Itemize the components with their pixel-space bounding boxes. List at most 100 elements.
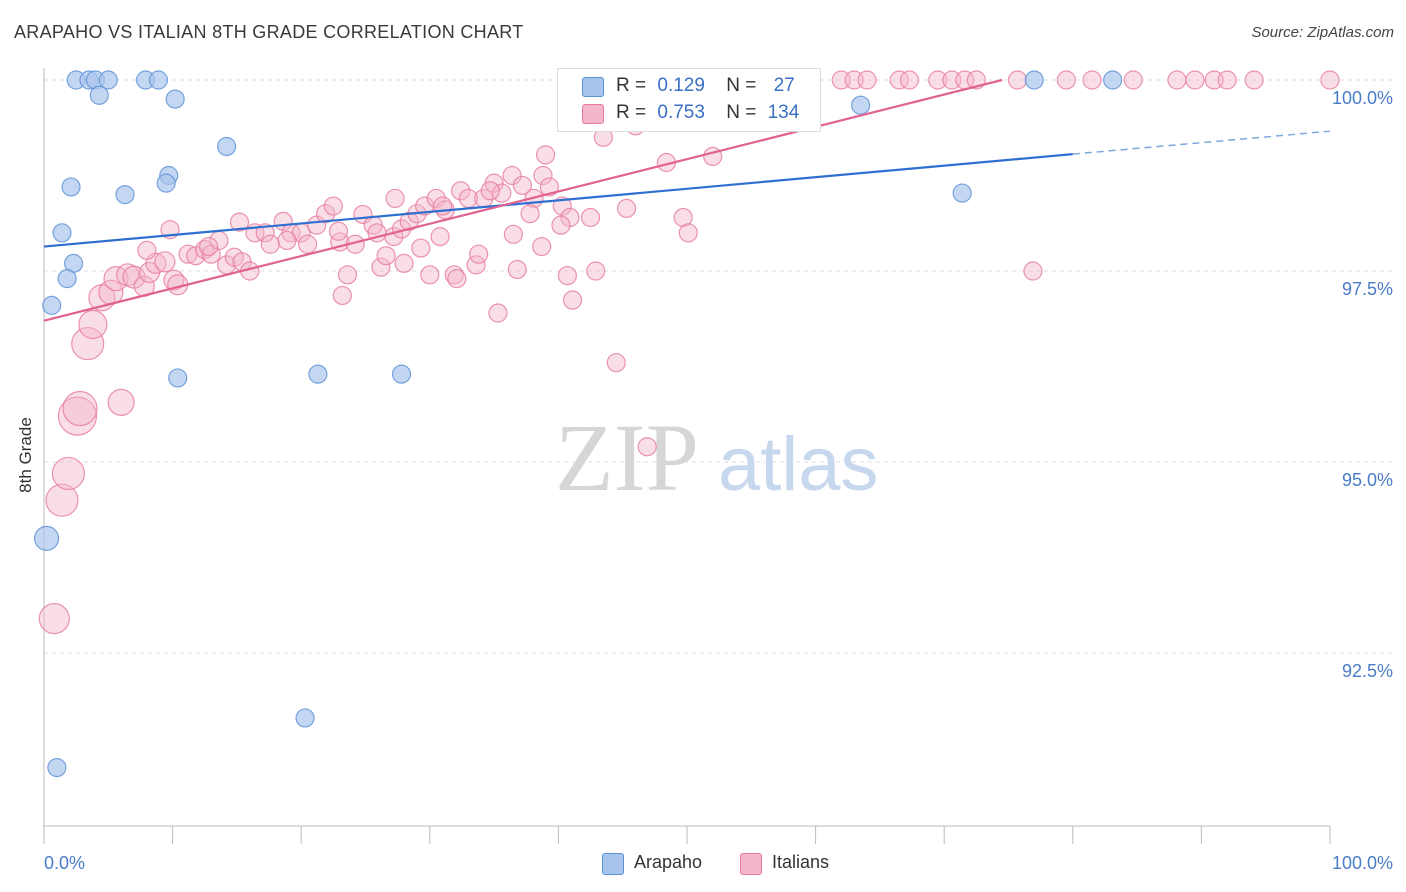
italians-point: [38, 603, 70, 635]
italians-point: [199, 236, 219, 257]
watermark-zip: ZIP: [555, 404, 699, 511]
y-tick-label: 95.0%: [1342, 470, 1393, 490]
italians-point: [323, 196, 343, 216]
italians-point: [1123, 70, 1143, 90]
arapaho-point: [391, 364, 412, 384]
arapaho-point: [168, 368, 188, 388]
italians-point: [586, 261, 606, 281]
italians-point: [277, 230, 297, 251]
arapaho-point: [148, 70, 169, 90]
n-label: N =: [726, 102, 757, 123]
italians-point: [316, 204, 336, 224]
source-label: Source: ZipAtlas.com: [1251, 24, 1394, 41]
italians-point: [580, 207, 601, 228]
y-axis-label: 8th Grade: [16, 417, 35, 493]
italians-point: [1056, 70, 1076, 90]
n-value: 27: [773, 75, 795, 96]
italians-point: [469, 244, 489, 264]
italians-point: [154, 251, 176, 273]
italians-point: [520, 204, 540, 224]
italians-point: [552, 196, 572, 216]
italians-point: [1007, 70, 1028, 90]
arapaho-swatch: [602, 853, 624, 875]
italians-point: [385, 188, 405, 209]
italians-point: [562, 290, 583, 310]
italians-point: [606, 353, 626, 373]
italians-point: [229, 212, 250, 232]
italians-point: [492, 183, 512, 203]
italians-point: [673, 207, 693, 228]
legend-label-arapaho: Arapaho: [634, 852, 703, 872]
italians-point: [298, 234, 318, 254]
arapaho-point: [47, 757, 67, 778]
italians-point: [928, 70, 948, 90]
chart-title: ARAPAHO VS ITALIAN 8TH GRADE CORRELATION…: [14, 22, 524, 42]
italians-point: [551, 215, 571, 235]
arapaho-point: [115, 185, 135, 205]
tick-labels: 100.0% 97.5% 95.0% 92.5% 0.0% 100.0%: [44, 88, 1393, 873]
italians-point: [503, 224, 523, 244]
italians-points: [38, 70, 1340, 635]
y-tick-label: 92.5%: [1342, 661, 1393, 681]
italians-point: [337, 265, 358, 285]
trend-lines: [43, 78, 1331, 322]
arapaho-point: [217, 136, 237, 157]
italians-point: [420, 265, 440, 285]
italians-point: [1320, 70, 1340, 90]
italians-point: [857, 70, 877, 90]
italians-point: [107, 388, 135, 417]
italians-point: [451, 181, 471, 201]
italians-point: [137, 240, 157, 260]
arapaho-point: [156, 173, 176, 193]
correlation-legend: R = 0.129 N = 27 R = 0.753 N = 134: [557, 68, 821, 132]
italians-swatch: [740, 853, 762, 875]
italians-point: [535, 145, 556, 165]
italians-point: [45, 483, 79, 517]
italians-point: [332, 285, 352, 306]
italians-point: [1023, 261, 1043, 281]
italians-point: [255, 223, 275, 243]
arapaho-point: [952, 183, 972, 203]
arapaho-point: [57, 269, 77, 289]
italians-point: [447, 269, 467, 289]
arapaho-point: [61, 177, 81, 197]
italians-swatch: [582, 104, 604, 124]
x-tick-label: 0.0%: [44, 853, 85, 873]
italians-point: [616, 198, 637, 218]
arapaho-point: [98, 70, 118, 90]
r-label: R =: [616, 102, 647, 123]
arapaho-trend-extension: [1072, 130, 1331, 155]
n-value: 134: [767, 102, 800, 123]
arapaho-point: [33, 525, 60, 552]
arapaho-point: [1103, 70, 1123, 90]
italians-point: [507, 259, 527, 280]
italians-point: [411, 238, 431, 258]
italians-point: [1244, 70, 1264, 90]
italians-point: [78, 309, 108, 340]
arapaho-point: [851, 95, 871, 115]
arapaho-point: [1024, 70, 1044, 90]
italians-point: [328, 221, 349, 241]
watermark: ZIP atlas: [555, 404, 879, 511]
arapaho-points: [33, 70, 1123, 778]
arapaho-point: [308, 364, 328, 384]
italians-point: [899, 70, 920, 90]
italians-point: [1185, 70, 1205, 90]
italians-point: [512, 175, 532, 196]
italians-point: [502, 165, 522, 186]
legend-label-italians: Italians: [772, 852, 830, 872]
n-label: N =: [726, 75, 757, 96]
italians-point: [889, 70, 909, 90]
r-value: 0.129: [657, 75, 705, 96]
italians-point: [1082, 70, 1102, 90]
italians-point: [394, 253, 414, 273]
watermark-atlas: atlas: [718, 422, 879, 507]
italians-point: [62, 390, 98, 427]
axes: [43, 68, 1331, 844]
italians-point: [371, 257, 391, 277]
italians-point: [1217, 70, 1237, 90]
y-tick-label: 97.5%: [1342, 279, 1393, 299]
italians-point: [557, 265, 578, 286]
arapaho-point: [42, 295, 62, 315]
